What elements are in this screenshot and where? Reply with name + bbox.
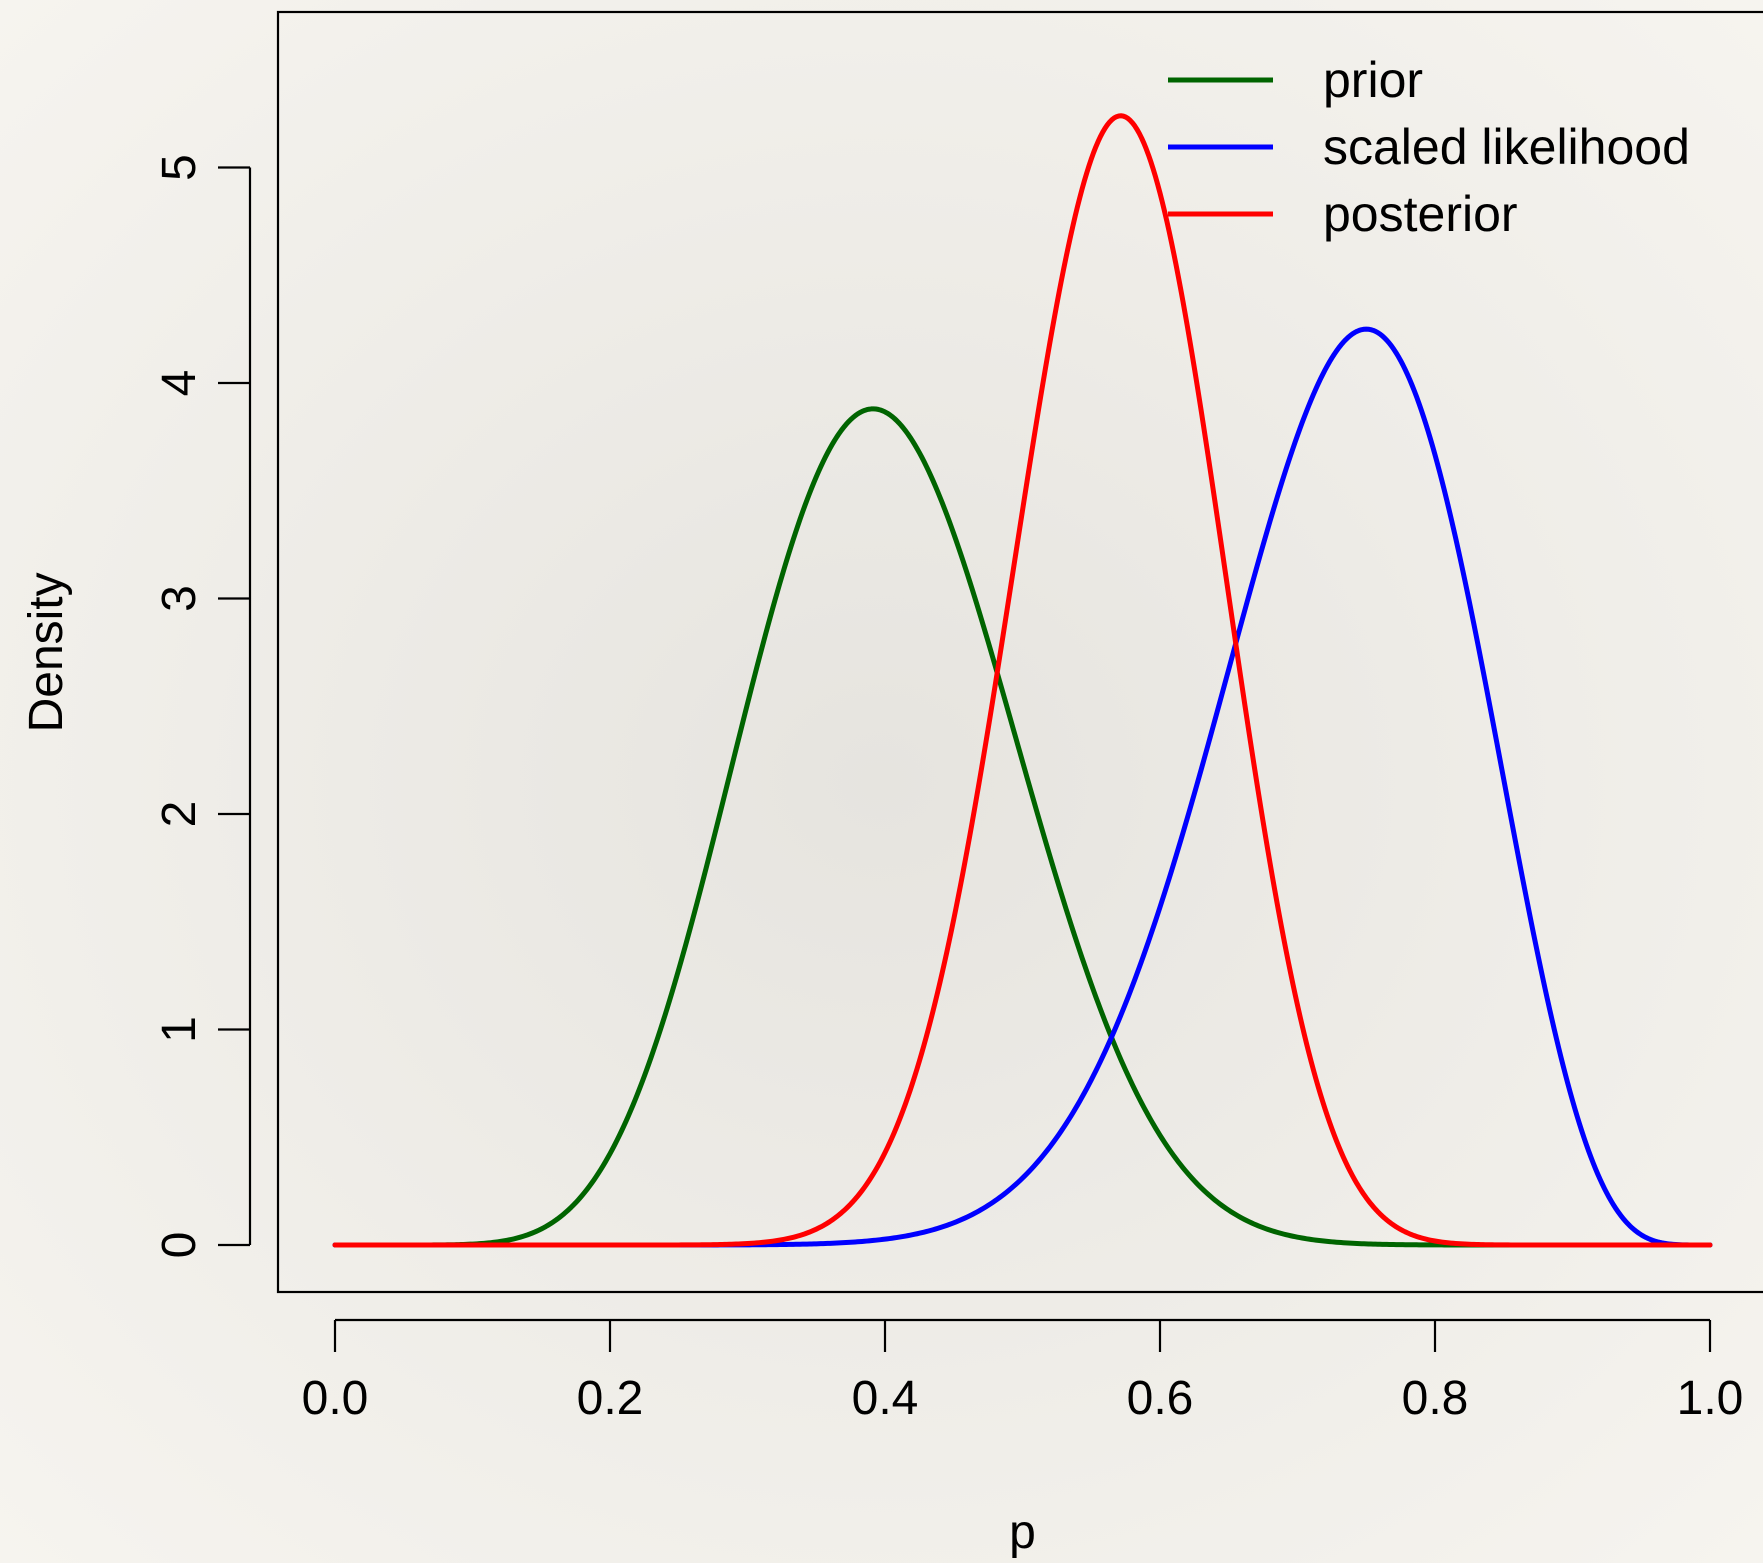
y-tick-label: 5 (153, 154, 206, 181)
x-tick-label: 0.6 (1127, 1372, 1194, 1425)
x-tick-label: 1.0 (1677, 1372, 1744, 1425)
x-tick-label: 0.0 (302, 1372, 369, 1425)
plot-frame (276, 10, 1763, 1294)
x-axis-title: p (1009, 1506, 1036, 1559)
series-line-posterior (332, 113, 1713, 1248)
legend: prior scaled likelihood posterior (1168, 52, 1690, 242)
legend-label: prior (1323, 52, 1423, 108)
x-tick-label: 0.8 (1402, 1372, 1469, 1425)
y-tick-label: 4 (153, 370, 206, 397)
y-tick-label: 2 (153, 801, 206, 828)
y-tick-label: 1 (153, 1016, 206, 1043)
y-tick-label: 0 (153, 1232, 206, 1259)
series-line-scaled-likelihood (332, 326, 1713, 1248)
x-tick-label: 0.4 (852, 1372, 919, 1425)
series-line-prior (332, 406, 1713, 1248)
legend-label: scaled likelihood (1323, 119, 1690, 175)
y-tick-label: 3 (153, 585, 206, 612)
y-axis-title: Density (20, 572, 73, 732)
legend-label: posterior (1323, 186, 1518, 242)
x-tick-label: 0.2 (577, 1372, 644, 1425)
